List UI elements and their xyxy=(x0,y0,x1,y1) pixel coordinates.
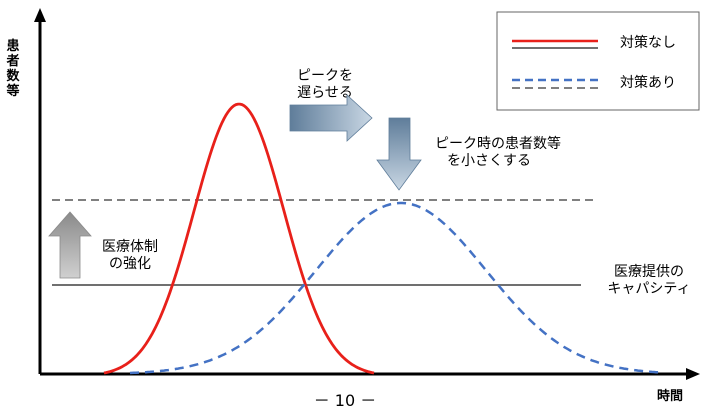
annotation-delay-peak: ピークを 遅らせる xyxy=(297,68,353,101)
strengthen-care-line2: の強化 xyxy=(109,256,151,272)
curve-no-measure xyxy=(103,102,375,375)
y-axis-label-char: 患 xyxy=(6,38,19,54)
legend-box xyxy=(496,11,700,111)
capacity-line1: 医療提供の xyxy=(614,263,684,280)
delay-peak-line2: 遅らせる xyxy=(297,85,353,101)
legend-label-no-measure: 対策なし xyxy=(620,34,676,51)
annotation-strengthen-care: 医療体制 の強化 xyxy=(102,238,158,272)
curve-with-measure xyxy=(129,201,665,375)
reduce-peak-arrow xyxy=(376,117,422,191)
y-axis-arrowhead xyxy=(34,8,46,22)
x-axis-label: 時間 xyxy=(657,388,683,404)
strengthen-care-line1: 医療体制 xyxy=(102,238,158,255)
y-axis-label: 患 者 数 等 xyxy=(5,38,20,99)
legend-label-with-measure: 対策あり xyxy=(620,74,676,91)
annotation-reduce-peak: ピーク時の患者数等 を小さくする xyxy=(435,135,561,169)
y-axis-label-char: 者 xyxy=(5,53,19,69)
x-axis-arrowhead xyxy=(686,368,700,380)
y-axis-label-char: 数 xyxy=(6,68,20,84)
delay-peak-line1: ピークを xyxy=(297,68,353,84)
reduce-peak-line2: を小さくする xyxy=(447,153,531,169)
delay-peak-arrow xyxy=(289,94,373,142)
strengthen-care-arrow xyxy=(48,211,92,279)
legend: 対策なし 対策あり xyxy=(496,11,700,111)
capacity-line2: キャパシティ xyxy=(607,281,690,297)
annotation-capacity: 医療提供の キャパシティ xyxy=(607,263,690,297)
page-number: － 10 － xyxy=(314,391,377,408)
y-axis-label-char: 等 xyxy=(5,83,19,99)
reduce-peak-line1: ピーク時の患者数等 xyxy=(435,135,561,152)
